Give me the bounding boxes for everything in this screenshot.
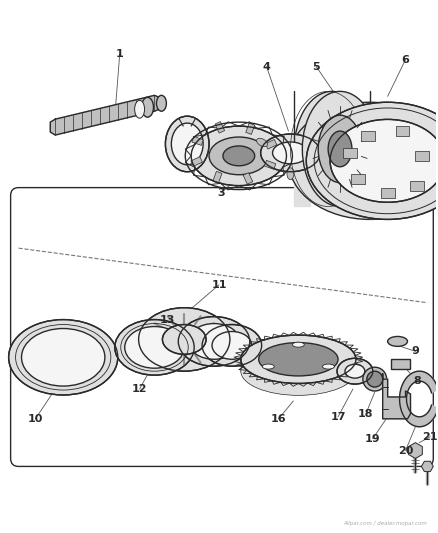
- Ellipse shape: [366, 371, 382, 387]
- Ellipse shape: [260, 134, 319, 172]
- Ellipse shape: [306, 102, 438, 220]
- Text: 12: 12: [131, 384, 147, 394]
- Ellipse shape: [387, 336, 406, 346]
- Text: 11: 11: [211, 280, 226, 290]
- Text: 8: 8: [413, 376, 420, 386]
- Text: 13: 13: [159, 314, 175, 325]
- Bar: [410, 181, 424, 191]
- Text: 3: 3: [217, 188, 224, 198]
- Text: 4: 4: [262, 62, 270, 71]
- Ellipse shape: [134, 100, 144, 118]
- Ellipse shape: [318, 115, 361, 183]
- Bar: [264, 160, 275, 169]
- Bar: [360, 131, 374, 141]
- Ellipse shape: [240, 335, 355, 383]
- Ellipse shape: [114, 320, 194, 375]
- Bar: [191, 136, 203, 146]
- Ellipse shape: [9, 320, 117, 395]
- Bar: [390, 359, 410, 369]
- Ellipse shape: [208, 137, 268, 175]
- Text: 10: 10: [28, 414, 43, 424]
- Ellipse shape: [329, 119, 438, 202]
- Bar: [380, 188, 394, 198]
- Polygon shape: [382, 374, 410, 419]
- Text: 5: 5: [312, 62, 319, 71]
- Text: 1: 1: [116, 49, 124, 59]
- Polygon shape: [294, 149, 310, 206]
- Ellipse shape: [178, 317, 249, 366]
- Text: 17: 17: [329, 412, 345, 422]
- Ellipse shape: [294, 91, 369, 206]
- Bar: [212, 172, 222, 183]
- Ellipse shape: [240, 347, 355, 395]
- Bar: [342, 148, 356, 158]
- Ellipse shape: [171, 123, 203, 165]
- Text: 6: 6: [401, 54, 409, 64]
- Bar: [243, 173, 252, 184]
- Ellipse shape: [327, 131, 351, 167]
- Ellipse shape: [138, 308, 230, 371]
- Text: Allpar.com / dealer.mopar.com: Allpar.com / dealer.mopar.com: [343, 521, 426, 526]
- Ellipse shape: [212, 332, 251, 359]
- Bar: [265, 140, 276, 149]
- Ellipse shape: [165, 116, 208, 172]
- Text: 19: 19: [364, 434, 380, 443]
- Ellipse shape: [286, 168, 293, 180]
- Ellipse shape: [256, 138, 267, 147]
- Ellipse shape: [362, 367, 386, 391]
- Bar: [215, 122, 224, 133]
- Text: 21: 21: [422, 432, 437, 442]
- Ellipse shape: [258, 343, 337, 376]
- Text: 18: 18: [357, 409, 373, 419]
- Ellipse shape: [262, 364, 274, 369]
- Text: 9: 9: [410, 346, 418, 357]
- Ellipse shape: [223, 146, 254, 166]
- Bar: [414, 151, 428, 161]
- Polygon shape: [50, 95, 161, 135]
- Ellipse shape: [313, 138, 324, 147]
- Ellipse shape: [292, 342, 304, 347]
- Polygon shape: [399, 371, 437, 427]
- Bar: [395, 126, 409, 136]
- Text: 20: 20: [397, 446, 412, 456]
- Ellipse shape: [201, 325, 261, 366]
- Ellipse shape: [188, 324, 239, 359]
- Ellipse shape: [322, 364, 334, 369]
- Ellipse shape: [272, 142, 307, 164]
- Ellipse shape: [336, 358, 372, 384]
- Ellipse shape: [162, 325, 205, 354]
- Ellipse shape: [344, 364, 364, 378]
- Bar: [350, 174, 364, 184]
- Bar: [191, 157, 202, 166]
- Ellipse shape: [124, 327, 184, 368]
- Ellipse shape: [302, 91, 377, 206]
- Ellipse shape: [288, 102, 438, 220]
- Ellipse shape: [156, 95, 166, 111]
- Ellipse shape: [141, 98, 153, 117]
- Bar: [245, 123, 254, 134]
- Text: 16: 16: [270, 414, 286, 424]
- Ellipse shape: [191, 126, 286, 185]
- Ellipse shape: [21, 328, 105, 386]
